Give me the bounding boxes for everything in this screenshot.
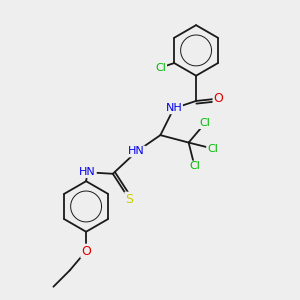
Text: O: O <box>81 244 91 258</box>
Text: S: S <box>125 193 133 206</box>
Text: Cl: Cl <box>189 161 200 171</box>
Text: NH: NH <box>165 103 182 113</box>
Text: HN: HN <box>79 167 96 177</box>
Text: Cl: Cl <box>200 118 210 128</box>
Text: Cl: Cl <box>207 143 218 154</box>
Text: HN: HN <box>128 146 145 157</box>
Text: Cl: Cl <box>155 62 166 73</box>
Text: O: O <box>213 92 223 105</box>
